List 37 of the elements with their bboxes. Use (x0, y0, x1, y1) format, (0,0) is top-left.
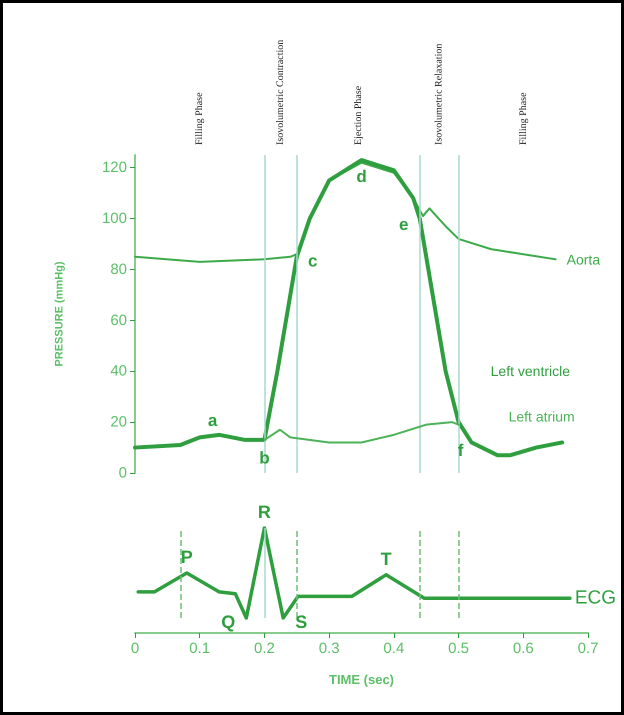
annotation: P (180, 547, 193, 567)
annotation: T (380, 548, 392, 569)
annotation: c (308, 251, 318, 270)
x-tick-label: 0.2 (254, 640, 275, 657)
y-tick-label: 100 (102, 210, 127, 228)
text: Ejection Phase (352, 85, 364, 145)
x-axis-title: TIME (sec) (328, 672, 394, 687)
series-label: Aorta (566, 251, 600, 268)
text: Filling Phase (194, 92, 206, 145)
text: Isovolumetric Contraction (275, 40, 286, 145)
x-tick-label: 0.7 (578, 640, 598, 657)
text: Isovolumetric Relaxation (434, 44, 445, 145)
x-tick-label: 0.3 (318, 640, 340, 657)
text: Left atrium (508, 408, 575, 425)
y-tick-label: 80 (110, 260, 127, 278)
annotation: Q (221, 612, 236, 632)
y-tick-label: 0 (118, 464, 127, 482)
y-tick-label: 60 (110, 312, 127, 329)
annotation: b (259, 448, 270, 468)
annotation: d (356, 167, 367, 186)
y-axis-title: PRESSURE (mmHg) (54, 261, 66, 367)
x-tick-label: 0.1 (189, 640, 210, 657)
annotation: R (258, 502, 271, 522)
x-tick-label: 0 (130, 640, 140, 657)
text: Left ventricle (490, 363, 570, 380)
annotation: f (458, 441, 464, 460)
series-label: ECG (574, 588, 616, 609)
x-tick-label: 0.6 (512, 640, 534, 657)
y-tick-label: 20 (110, 414, 127, 431)
y-tick-label: 120 (102, 159, 127, 176)
text: Filling Phase (518, 92, 529, 145)
x-tick-label: 0.5 (448, 640, 469, 657)
y-tick-label: 40 (110, 362, 127, 380)
annotation: e (399, 215, 408, 234)
annotation: S (295, 612, 308, 632)
annotation: a (208, 410, 218, 430)
x-tick-label: 0.4 (383, 640, 404, 657)
